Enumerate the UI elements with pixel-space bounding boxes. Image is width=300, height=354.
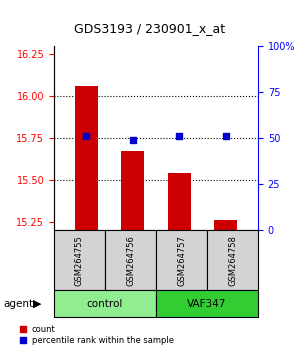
FancyBboxPatch shape <box>105 230 156 290</box>
Text: VAF347: VAF347 <box>187 298 227 309</box>
Point <box>84 133 89 139</box>
FancyBboxPatch shape <box>54 230 105 290</box>
FancyBboxPatch shape <box>156 290 258 317</box>
Legend: count, percentile rank within the sample: count, percentile rank within the sample <box>19 325 174 345</box>
Bar <box>168 173 191 230</box>
Bar <box>121 152 144 230</box>
Text: GSM264755: GSM264755 <box>75 235 84 286</box>
Text: control: control <box>87 298 123 309</box>
Point <box>177 133 182 139</box>
Point <box>130 137 135 143</box>
FancyBboxPatch shape <box>207 230 258 290</box>
Text: ▶: ▶ <box>33 299 41 309</box>
Text: GSM264758: GSM264758 <box>228 235 237 286</box>
Text: GDS3193 / 230901_x_at: GDS3193 / 230901_x_at <box>74 22 226 35</box>
FancyBboxPatch shape <box>54 290 156 317</box>
FancyBboxPatch shape <box>156 230 207 290</box>
Bar <box>214 220 237 230</box>
Bar <box>75 86 98 230</box>
Point <box>223 133 228 139</box>
Text: GSM264756: GSM264756 <box>126 235 135 286</box>
Text: agent: agent <box>3 299 33 309</box>
Text: GSM264757: GSM264757 <box>177 235 186 286</box>
